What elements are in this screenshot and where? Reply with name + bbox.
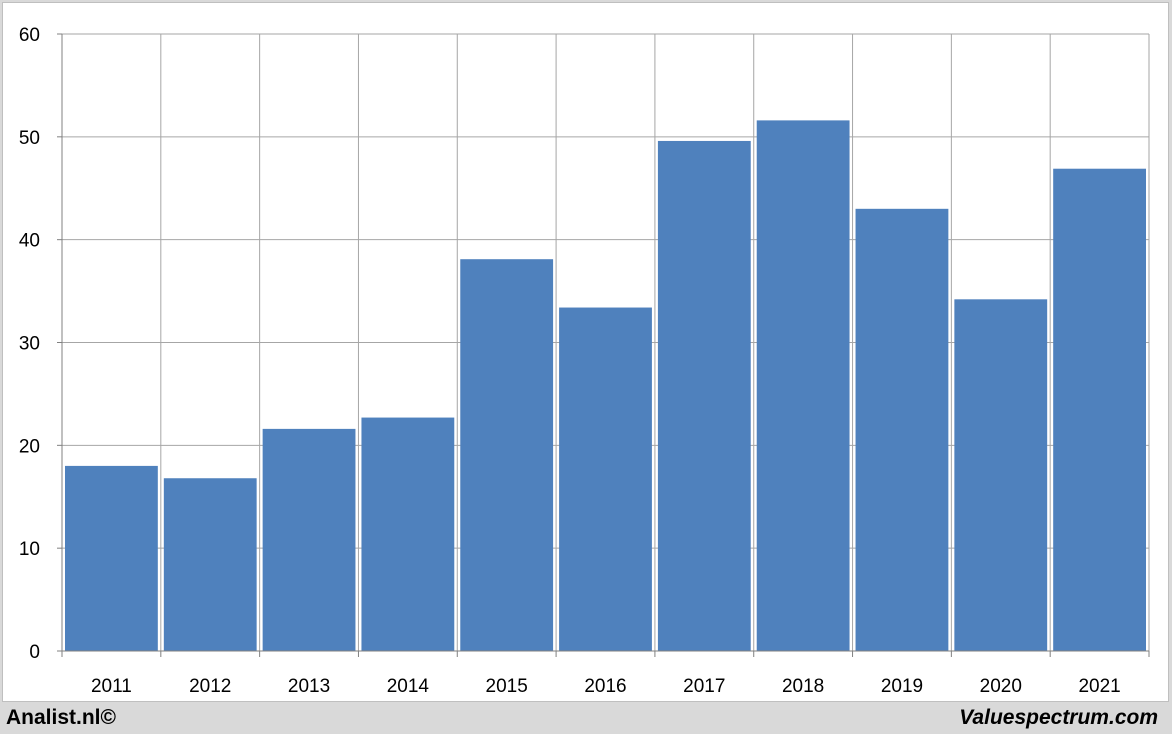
source-credit-valuespectrum: Valuespectrum.com bbox=[959, 706, 1158, 729]
y-tick-label: 40 bbox=[19, 231, 40, 252]
bar-2011 bbox=[65, 465, 158, 651]
bar-2018 bbox=[756, 120, 850, 651]
bar-chart: 0 10 20 30 40 50 60 2011 2012 2013 2014 2015 2016 201… bbox=[19, 25, 1150, 697]
bar-2012 bbox=[163, 478, 257, 651]
bar-2015 bbox=[460, 259, 554, 651]
x-tick-label: 2012 bbox=[189, 676, 231, 697]
bar-2014 bbox=[361, 417, 455, 651]
y-tick-label: 0 bbox=[29, 642, 40, 663]
x-tick-label: 2013 bbox=[288, 676, 330, 697]
bar-2017 bbox=[657, 140, 751, 652]
x-tick-label: 2014 bbox=[387, 676, 430, 697]
y-tick-label: 10 bbox=[19, 539, 40, 560]
bar-2020 bbox=[954, 299, 1048, 651]
y-tick-label: 50 bbox=[19, 128, 40, 149]
x-tick-label: 2015 bbox=[486, 676, 528, 697]
y-tick-label: 60 bbox=[19, 25, 40, 46]
bar-2016 bbox=[559, 307, 652, 651]
x-tick-label: 2017 bbox=[683, 676, 725, 697]
x-tick-label: 2011 bbox=[91, 676, 132, 697]
y-tick-label: 30 bbox=[19, 334, 40, 355]
source-credit-analist: Analist.nl© bbox=[6, 706, 116, 729]
x-tick-label: 2019 bbox=[881, 676, 923, 697]
x-tick-label: 2021 bbox=[1078, 676, 1120, 697]
x-tick-label: 2018 bbox=[782, 676, 824, 697]
bar-2019 bbox=[855, 208, 949, 652]
x-tick-label: 2020 bbox=[980, 676, 1022, 697]
x-tick-label: 2016 bbox=[584, 676, 626, 697]
bar-2021 bbox=[1053, 168, 1146, 651]
y-tick-label: 20 bbox=[19, 436, 40, 457]
bar-2013 bbox=[262, 428, 356, 651]
